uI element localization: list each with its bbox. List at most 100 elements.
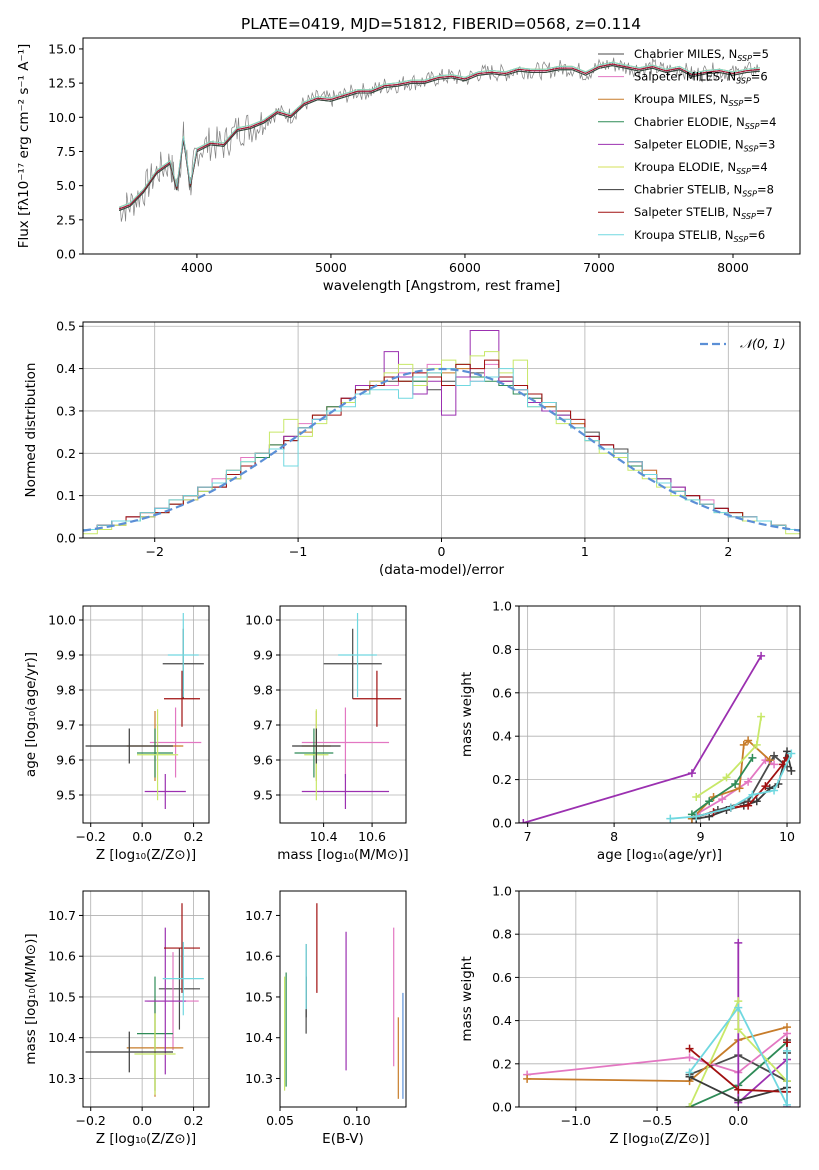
data-marks [118, 57, 760, 222]
x-tick-label: 0.10 [343, 1113, 371, 1128]
mass-weight-marker [685, 1044, 694, 1053]
y-tick-label: 0.0 [56, 247, 76, 262]
mass-weight-marker [735, 784, 744, 793]
error-bar-point-4 [301, 774, 390, 809]
error-bar-point-6 [85, 1031, 173, 1073]
mass-weight-line-1 [527, 1032, 788, 1076]
y-tick-label: 10.7 [48, 908, 76, 923]
legend-label: Kroupa STELIB, NSSP=6 [634, 228, 765, 244]
error-bar-point-7 [164, 903, 200, 993]
error-bar-point-8 [167, 613, 199, 697]
x-axis-label: Z [log₁₀(Z/Z⊙)] [96, 847, 196, 863]
plot-area [519, 890, 800, 1108]
legend-subscript: SSP [734, 235, 749, 244]
mass-weight-vs-metallicity-panel: −1.0 −0.5 0.0 0.0 0.2 0.4 0.6 0.8 1.0 Z [log₁₀(Z/… [459, 884, 801, 1147]
mass-weight-marker [770, 751, 779, 760]
y-tick-label: 1.0 [492, 599, 512, 614]
y-tick-label: 10.5 [48, 989, 76, 1004]
data-marks [85, 613, 204, 809]
residuals-legend: 𝒩(0, 1) [700, 336, 786, 351]
legend-subscript: SSP [742, 190, 757, 199]
error-bar-point-1 [149, 707, 202, 778]
mass-weight-marker [752, 740, 761, 749]
error-bar-point-4 [144, 927, 186, 1075]
figure-title: PLATE=0419, MJD=51812, FIBERID=0568, z=0… [241, 15, 641, 33]
age-vs-mass-panel: 10.4 10.6 9.5 9.6 9.7 9.8 9.9 10.0 mass [log₁₀(M… [245, 605, 409, 863]
mass-weight-marker [718, 795, 727, 804]
data-marks [83, 329, 800, 538]
legend-subscript: SSP [736, 77, 751, 86]
legend-label: Kroupa MILES, NSSP=5 [634, 92, 760, 108]
mass-weight-marker [666, 814, 675, 823]
y-tick-label: 0.0 [492, 816, 512, 831]
x-tick-label: 0.0 [132, 829, 152, 844]
mass-weight-marker [744, 736, 753, 745]
axes-frame [518, 605, 801, 824]
y-tick-label: 10.4 [245, 1030, 273, 1045]
y-tick-label: 15.0 [48, 41, 76, 56]
error-bar-point-6 [292, 728, 341, 764]
mass-weight-marker [783, 1046, 792, 1055]
plot-area [519, 605, 800, 824]
y-tick-label: 0.8 [492, 642, 512, 657]
y-tick-label: 9.8 [56, 683, 76, 698]
x-tick-label: 0.0 [132, 1113, 152, 1128]
x-axis-label: mass [log₁₀(M/M⊙)] [277, 847, 408, 863]
gaussian-reference-curve [83, 367, 800, 532]
error-bar-point-8 [338, 613, 377, 697]
y-tick-label: 7.5 [56, 144, 76, 159]
y-tick-label: 1.0 [492, 884, 512, 899]
axes-frame [279, 605, 407, 824]
y-tick-label: 9.9 [56, 648, 76, 663]
model-spectrum-6 [119, 65, 760, 211]
x-tick-label: 0.2 [184, 1113, 204, 1128]
mass-weight-marker [726, 803, 735, 812]
y-axis-label: age [log₁₀(age/yr)] [23, 652, 39, 777]
legend-subscript: SSP [741, 212, 756, 221]
residuals-panel: −2 −1 0 1 2 0.0 0.1 0.2 0.3 0.4 0.5 (data-model)/er… [23, 319, 801, 578]
mass-weight-marker [734, 938, 743, 947]
mass-weight-marker [783, 1100, 792, 1107]
mass-weight-marker [731, 779, 740, 788]
y-tick-label: 2.5 [56, 212, 76, 227]
mass-weight-marker [705, 797, 714, 806]
x-axis-label: Z [log₁₀(Z/Z⊙)] [96, 1131, 196, 1147]
x-tick-label: 2 [724, 544, 732, 559]
x-tick-label: 8 [610, 829, 618, 844]
legend-text: Chabrier ELODIE, N [634, 115, 745, 129]
mass-weight-marker [739, 740, 748, 749]
age-vs-metallicity-panel: −0.2 0.0 0.2 9.5 9.6 9.7 9.8 9.9 10.0 Z [log₁₀(Z/… [23, 605, 210, 863]
legend-value: =5 [752, 47, 769, 61]
legend-text: Chabrier STELIB, N [634, 183, 742, 197]
x-tick-label: 10.6 [358, 829, 386, 844]
mass-weight-marker [523, 1074, 532, 1083]
axes-frame [82, 605, 210, 824]
legend-subscript: SSP [736, 167, 751, 176]
data-marks [519, 651, 796, 823]
legend-value: =6 [751, 70, 768, 84]
mass-weight-marker [734, 1085, 743, 1094]
x-tick-label: 0.05 [266, 1113, 294, 1128]
x-tick-label: −0.5 [642, 1113, 672, 1128]
mass-weight-marker [692, 792, 701, 801]
legend-text: Chabrier MILES, N [634, 47, 737, 61]
y-tick-label: 10.4 [48, 1030, 76, 1045]
mass-weight-marker [744, 777, 753, 786]
data-marks [85, 903, 204, 1097]
y-tick-label: 9.7 [253, 718, 273, 733]
error-bar-point-3 [137, 728, 173, 778]
model-spectrum-8 [119, 61, 760, 208]
legend-label: Chabrier STELIB, NSSP=8 [634, 183, 774, 199]
legend-text: Kroupa MILES, N [634, 92, 729, 106]
mass-weight-marker [748, 790, 757, 799]
mass-weight-marker [783, 1023, 792, 1032]
x-tick-label: −0.2 [76, 829, 106, 844]
x-tick-label: 7000 [583, 260, 615, 275]
legend-value: =6 [748, 228, 765, 242]
legend-text: Kroupa ELODIE, N [634, 160, 736, 174]
y-tick-label: 10.6 [245, 949, 273, 964]
plot-area [280, 606, 406, 823]
axes-frame [518, 890, 801, 1108]
y-tick-label: 9.6 [253, 753, 273, 768]
